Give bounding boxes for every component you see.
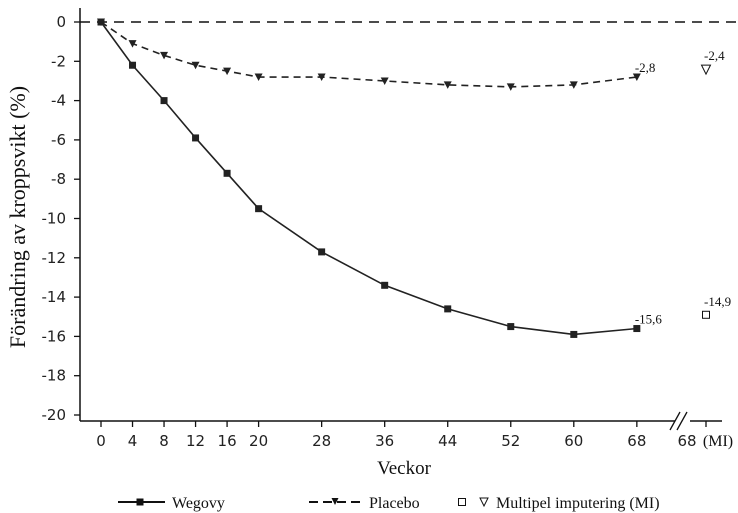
x-tick-label: 28 [312, 432, 331, 450]
legend: Wegovy Placebo Multipel imputering (MI) [118, 495, 660, 512]
wegovy-point [507, 323, 515, 331]
x-tick-label: 68 [627, 432, 646, 450]
placebo-point [443, 81, 452, 89]
y-tick-label: 0 [56, 13, 66, 31]
x-tick-label: 20 [249, 432, 268, 450]
y-tick-label: -14 [42, 288, 67, 306]
y-tick-label: -20 [42, 406, 67, 424]
x-tick-label: 0 [96, 432, 106, 450]
wegovy-point [570, 330, 578, 338]
y-ticks: 0 -2 -4 -6 -8 -10 -12 -14 -16 -18 -20 [42, 13, 80, 424]
x-tick-label: 36 [375, 432, 394, 450]
axis-break-mark [669, 411, 681, 431]
placebo-point [569, 81, 578, 89]
wegovy-point [444, 305, 452, 313]
placebo-point [128, 40, 137, 48]
wegovy-point [255, 205, 263, 213]
x-axis-label: Veckor [377, 458, 431, 479]
legend-placebo-marker [331, 498, 339, 505]
legend-mi-label: Multipel imputering (MI) [496, 495, 660, 512]
legend-mi-square-marker [458, 498, 466, 506]
y-tick-label: -8 [51, 170, 66, 188]
axis-break-mark [676, 411, 688, 431]
legend-placebo-label: Placebo [369, 495, 420, 512]
placebo-point [632, 73, 641, 82]
wegovy-end-label: -15,6 [635, 312, 663, 327]
y-tick-label: -18 [42, 367, 67, 385]
wegovy-series-line [100, 21, 637, 336]
series-layer: -15,6 -2,8 [97, 18, 663, 338]
wegovy-point [160, 97, 168, 105]
x-tick-label: 4 [128, 432, 138, 450]
placebo-point [380, 77, 389, 85]
y-tick-label: -6 [51, 131, 66, 149]
placebo-end-label: -2,8 [635, 60, 656, 75]
placebo-point [97, 18, 105, 26]
legend-wegovy-marker [136, 498, 144, 506]
x-tick-label: 16 [218, 432, 237, 450]
placebo-point [506, 83, 515, 91]
axis-break-marks [669, 411, 688, 431]
placebo-point [191, 61, 200, 70]
x-tick-label: 8 [159, 432, 169, 450]
x-tick-label: 60 [564, 432, 583, 450]
mi-layer: -14,9 -2,4 [700, 48, 731, 319]
y-axis-label: Förändring av kroppsvikt (%) [5, 86, 30, 348]
legend-mi-triangle-marker [479, 497, 489, 508]
mi-point-label: -14,9 [704, 294, 731, 309]
y-tick-label: -2 [51, 52, 66, 70]
x-tick-label: 52 [501, 432, 520, 450]
mi-wegovy-point [702, 310, 710, 319]
wegovy-point [192, 134, 200, 142]
x-ticks: 0 4 8 12 16 20 28 36 44 52 60 68 [96, 421, 646, 450]
x-tick-label-mi-suffix: (MI) [703, 433, 733, 450]
wegovy-point [223, 169, 231, 177]
mi-point-label: -2,4 [704, 48, 725, 63]
wegovy-point [633, 325, 641, 333]
y-tick-label: -10 [42, 210, 67, 228]
mi-placebo-point [700, 64, 712, 76]
wegovy-point [129, 61, 137, 69]
placebo-point [254, 73, 263, 82]
placebo-series-line [100, 21, 637, 88]
legend-wegovy-label: Wegovy [172, 495, 225, 512]
y-tick-label: -12 [42, 249, 67, 267]
x-tick-label: 12 [186, 432, 205, 450]
placebo-point [160, 51, 169, 60]
y-tick-label: -4 [51, 92, 66, 110]
x-tick-label: 44 [438, 432, 457, 450]
wegovy-point [318, 248, 326, 256]
placebo-point [223, 67, 232, 76]
x-tick-label-mi: 68 [677, 432, 696, 450]
wegovy-point [381, 281, 389, 289]
y-tick-label: -16 [42, 327, 67, 345]
placebo-point [317, 73, 326, 82]
